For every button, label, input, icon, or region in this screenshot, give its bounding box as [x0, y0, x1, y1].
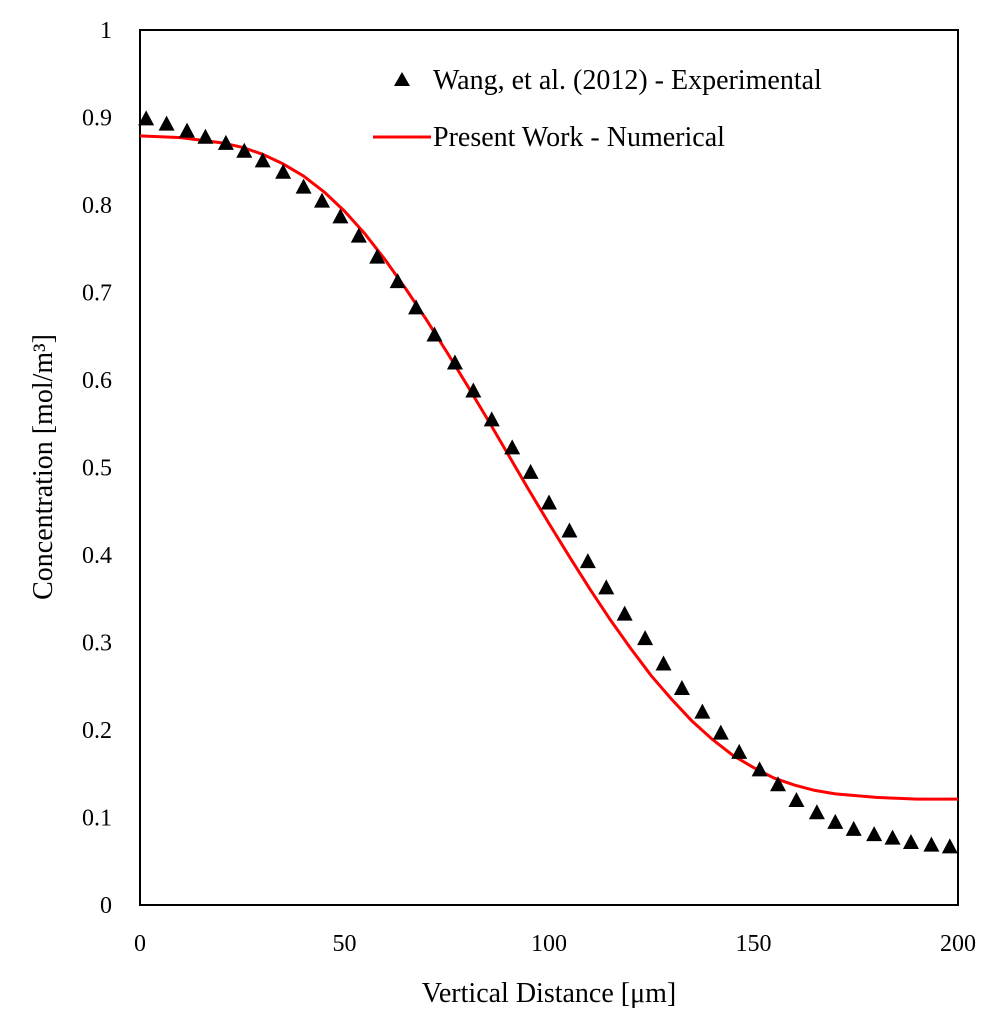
legend: Wang, et al. (2012) - Experimental Prese… — [373, 65, 822, 153]
experimental-point — [561, 522, 578, 538]
experimental-point — [446, 354, 463, 370]
y-tick-label: 0.4 — [82, 543, 112, 569]
experimental-point — [197, 128, 214, 144]
experimental-point — [788, 792, 805, 807]
y-tick-labels: 0 0.1 0.2 0.3 0.4 0.5 0.6 0.7 0.8 0.9 1 — [82, 18, 112, 919]
y-axis-title: Concentration [mol/m³] — [28, 334, 59, 600]
experimental-point — [504, 439, 521, 455]
experimental-point — [158, 115, 175, 131]
legend-triangle-marker — [394, 72, 410, 86]
legend-label-experimental: Wang, et al. (2012) - Experimental — [433, 65, 822, 96]
experimental-point — [314, 192, 331, 208]
y-tick-label: 0.2 — [82, 718, 112, 744]
y-tick-label: 0.5 — [82, 456, 112, 482]
x-tick-labels: 0 50 100 150 200 — [134, 931, 976, 957]
experimental-point — [731, 743, 748, 759]
experimental-point — [827, 813, 844, 829]
experimental-point — [350, 227, 367, 243]
experimental-point — [845, 820, 862, 836]
experimental-point — [884, 829, 901, 845]
experimental-point — [655, 655, 672, 671]
x-tick-label: 50 — [333, 931, 357, 957]
experimental-point — [751, 761, 768, 777]
x-axis-title: Vertical Distance [μm] — [422, 978, 676, 1009]
experimental-point — [295, 178, 312, 194]
experimental-point — [866, 826, 883, 842]
experimental-point — [369, 248, 386, 264]
experimental-point — [408, 299, 425, 315]
x-tick-label: 150 — [736, 931, 772, 957]
experimental-point — [426, 326, 443, 342]
legend-item-numerical: Present Work - Numerical — [373, 122, 725, 153]
experimental-point — [694, 703, 711, 719]
experimental-point — [579, 553, 596, 569]
experimental-point — [598, 579, 615, 595]
numerical-series — [139, 134, 958, 801]
experimental-point — [254, 152, 271, 168]
experimental-series — [138, 110, 958, 854]
experimental-point — [389, 273, 406, 289]
y-tick-label: 1 — [100, 18, 112, 44]
numerical-line — [139, 134, 958, 801]
experimental-point — [541, 494, 557, 510]
experimental-point — [673, 680, 690, 695]
y-tick-label: 0.9 — [82, 106, 112, 132]
y-tick-label: 0.8 — [82, 193, 112, 219]
experimental-point — [465, 382, 482, 398]
experimental-point — [712, 724, 729, 740]
experimental-point — [483, 411, 500, 427]
y-tick-label: 0.6 — [82, 368, 112, 394]
experimental-point — [923, 836, 940, 852]
x-tick-label: 200 — [940, 931, 976, 957]
experimental-point — [179, 122, 196, 138]
experimental-point — [941, 838, 958, 854]
experimental-point — [275, 163, 292, 179]
experimental-point — [902, 834, 919, 849]
experimental-point — [138, 110, 155, 126]
x-tick-label: 100 — [531, 931, 567, 957]
experimental-point — [332, 208, 349, 224]
y-tick-label: 0.7 — [82, 281, 112, 307]
legend-label-numerical: Present Work - Numerical — [433, 122, 725, 153]
legend-item-experimental: Wang, et al. (2012) - Experimental — [394, 65, 822, 96]
experimental-point — [217, 134, 234, 150]
experimental-point — [808, 804, 825, 820]
experimental-point — [770, 776, 787, 792]
x-tick-label: 0 — [134, 931, 146, 957]
y-tick-label: 0 — [100, 893, 112, 919]
plot-area — [139, 29, 959, 906]
experimental-point — [616, 605, 633, 621]
y-tick-label: 0.3 — [82, 631, 112, 657]
experimental-point — [522, 463, 539, 479]
y-tick-label: 0.1 — [82, 806, 112, 832]
experimental-point — [236, 142, 253, 158]
experimental-point — [637, 630, 654, 646]
